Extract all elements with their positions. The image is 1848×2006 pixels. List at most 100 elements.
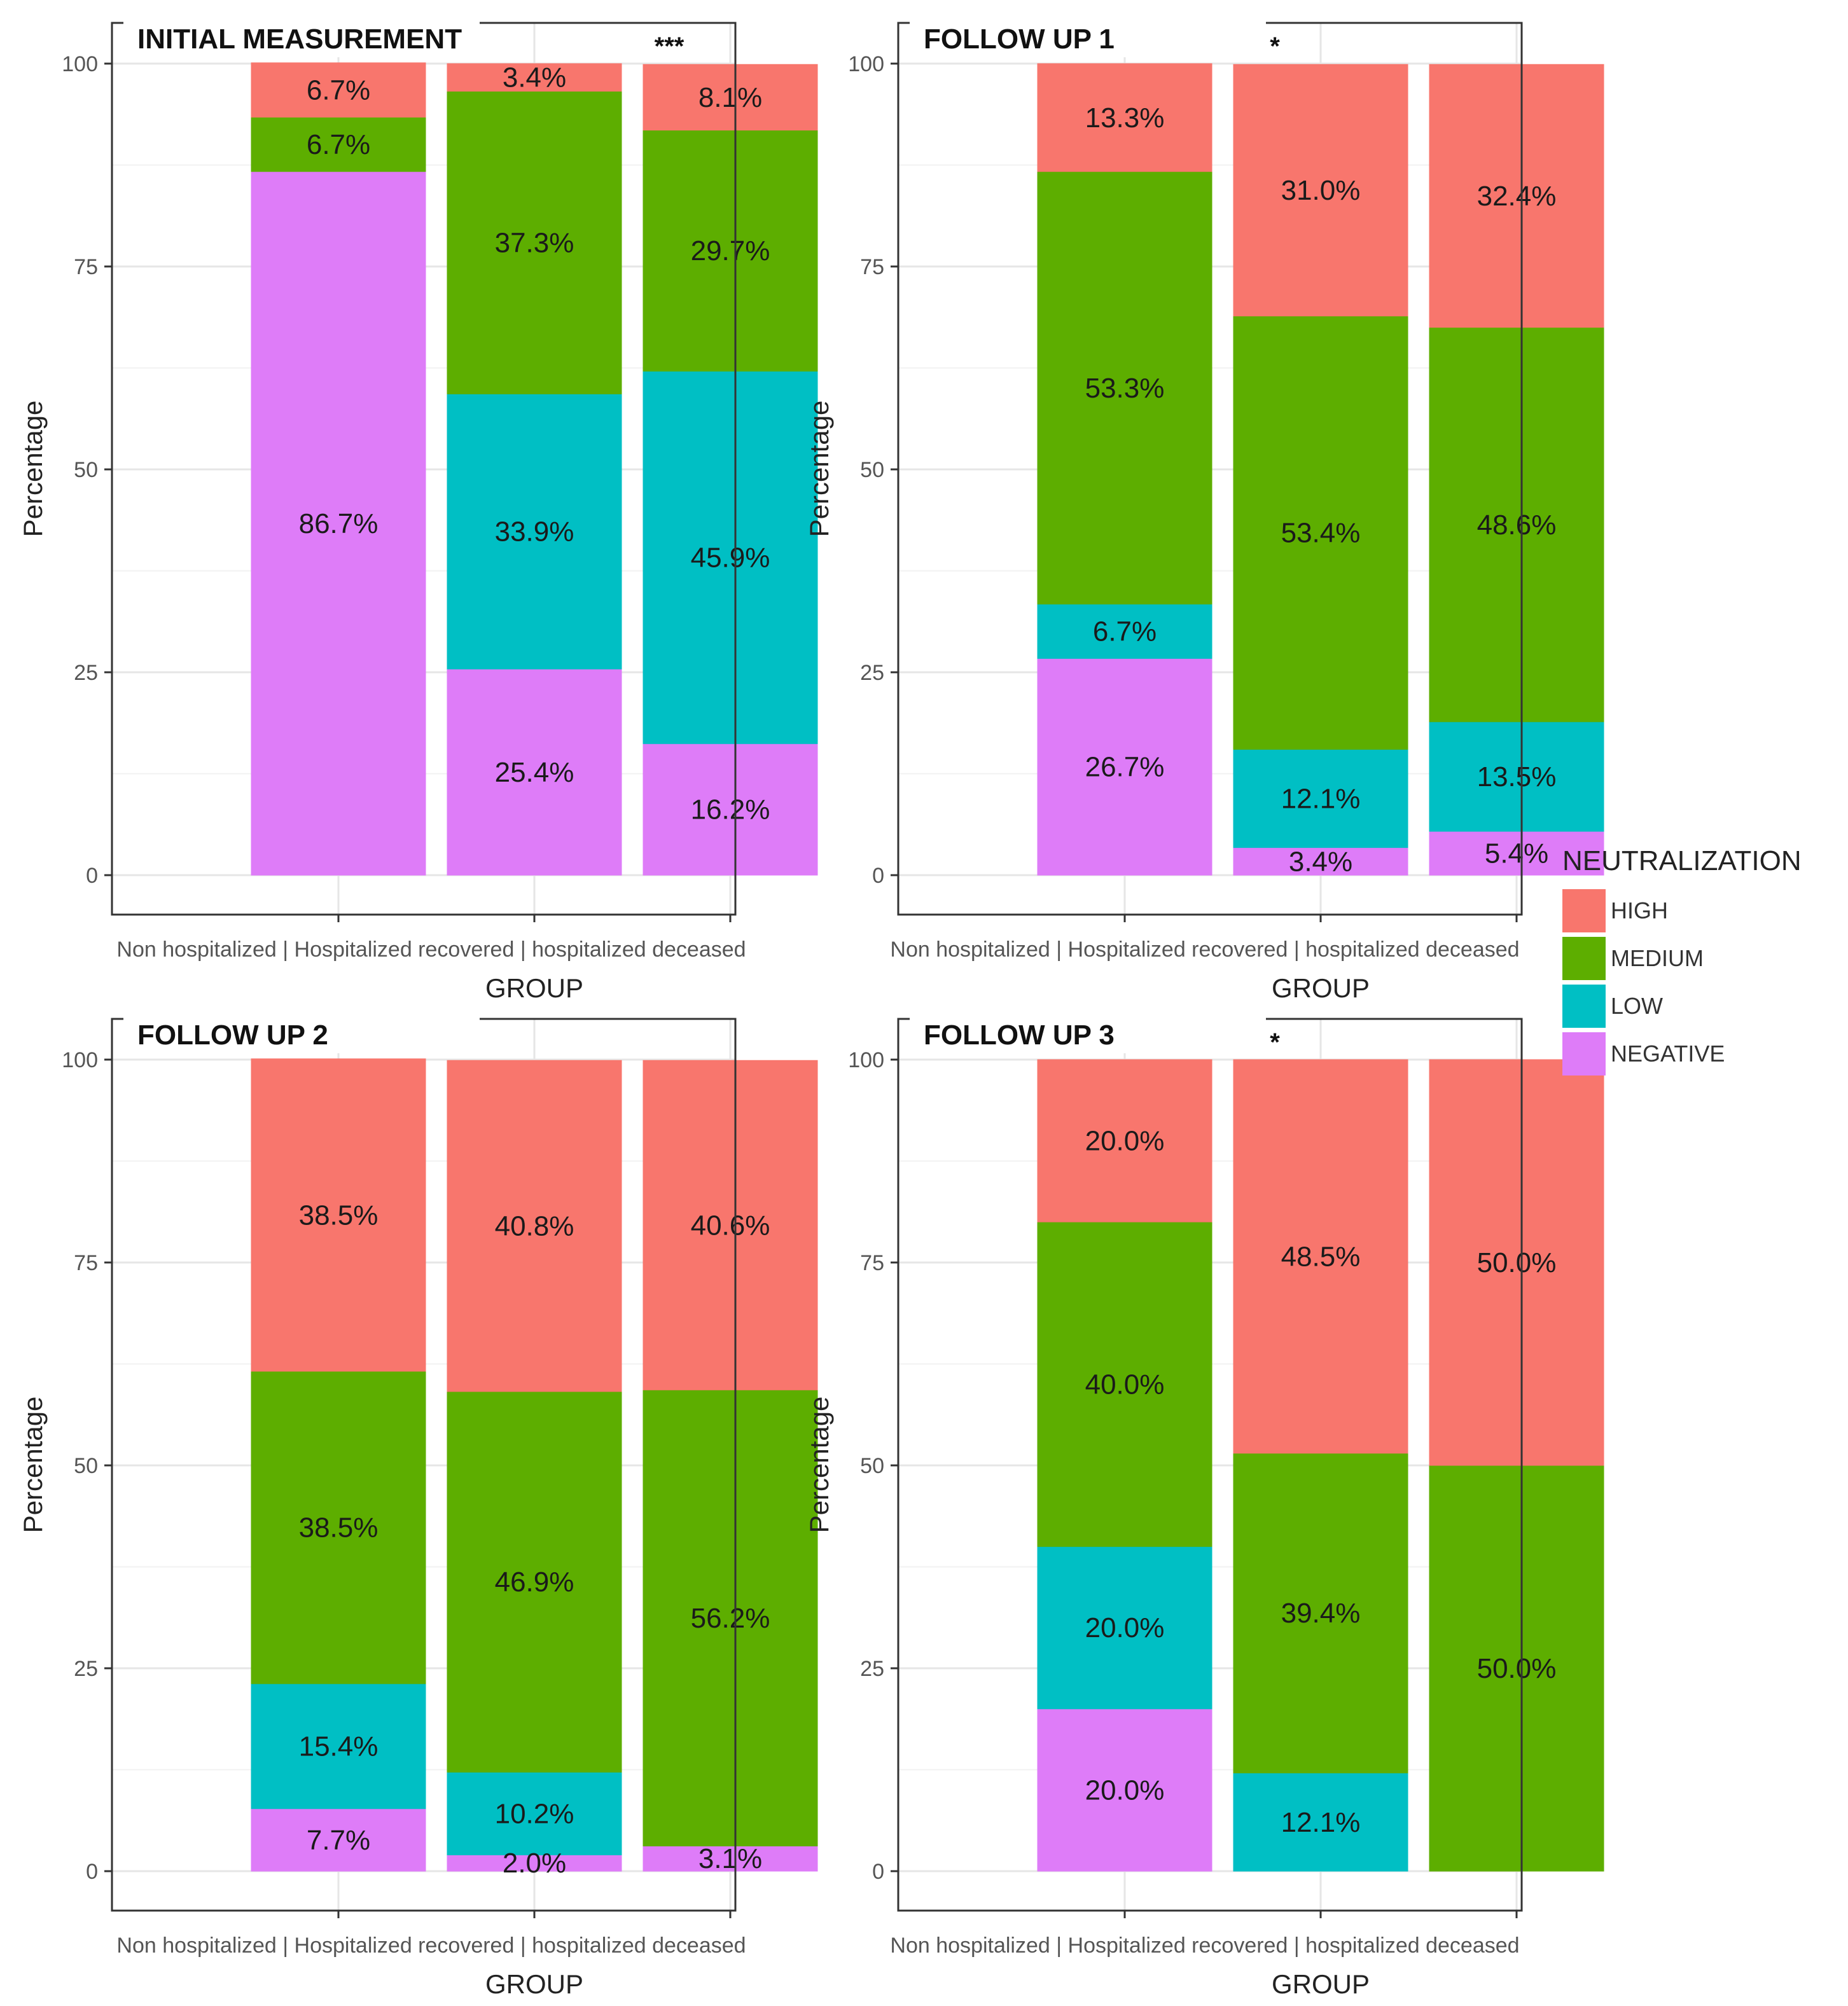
legend-label-high: HIGH (1611, 897, 1668, 923)
bar-label: 3.1% (698, 1843, 762, 1874)
bar-segment-high (1233, 64, 1408, 317)
bar-label: 13.3% (1085, 102, 1165, 134)
y-tick-label: 100 (62, 52, 98, 76)
title-backdrop (910, 22, 1266, 57)
x-axis-title: GROUP (1272, 973, 1370, 1003)
bar-label: 6.7% (307, 74, 370, 106)
bar-label: 10.2% (495, 1798, 574, 1829)
bar-segment-high (643, 1060, 818, 1390)
x-axis-title: GROUP (485, 973, 583, 1003)
x-axis: Non hospitalized | Hospitalized recovere… (116, 1911, 746, 1958)
y-tick-label: 0 (86, 1860, 98, 1884)
bar-segment-medium (1429, 327, 1604, 723)
bar-label: 46.9% (495, 1567, 574, 1598)
bar-segment-medium (447, 1391, 622, 1773)
legend-label-medium: MEDIUM (1611, 945, 1704, 971)
bar-segment-negative (643, 743, 818, 876)
bar-label: 31.0% (1281, 175, 1361, 206)
bar-label: 39.4% (1281, 1598, 1361, 1629)
bar-segment-medium (251, 116, 426, 172)
bar-label: 33.9% (495, 516, 574, 548)
bar-segment-negative (1233, 847, 1408, 876)
bar-segment-medium (1037, 171, 1212, 605)
bar-label: 26.7% (1085, 752, 1165, 783)
x-tick-separator: | (277, 937, 295, 962)
x-tick-labels: Non hospitalized | Hospitalized recovere… (116, 1933, 746, 1958)
x-tick-label: Non hospitalized (890, 1933, 1050, 1958)
significance-marker: *** (655, 32, 684, 60)
bar-label: 6.7% (1093, 616, 1157, 647)
bar-label: 16.2% (691, 794, 770, 826)
x-tick-label: Hospitalized recovered (295, 1933, 515, 1958)
title-backdrop (910, 1018, 1266, 1053)
legend-label-low: LOW (1611, 993, 1663, 1019)
bar-segment-high (447, 63, 622, 92)
bar-segment-medium (1037, 1221, 1212, 1547)
bar-segment-negative (251, 1808, 426, 1872)
bar-segment-medium (643, 1389, 818, 1846)
y-tick-label: 50 (74, 1454, 98, 1478)
panel-title: FOLLOW UP 3 (924, 1020, 1115, 1051)
y-tick-label: 50 (74, 458, 98, 482)
legend-title: NEUTRALIZATION (1562, 845, 1802, 876)
bar-segment-negative (1037, 658, 1212, 876)
y-tick-label: 75 (860, 255, 884, 279)
bar-label: 48.5% (1281, 1241, 1361, 1272)
bar-segment-negative (1037, 1708, 1212, 1872)
legend-swatch-negative (1562, 1032, 1606, 1076)
y-axis-title: Percentage (18, 1397, 48, 1533)
bar-label: 2.0% (503, 1848, 566, 1879)
y-tick-label: 25 (860, 661, 884, 685)
y-tick-label: 0 (86, 864, 98, 888)
x-tick-labels: Non hospitalized | Hospitalized recovere… (116, 937, 746, 962)
bar-segment-high (643, 64, 818, 131)
x-tick-separator: | (1288, 1933, 1305, 1958)
bar-label: 8.1% (698, 82, 762, 113)
bar-segment-low (251, 1683, 426, 1809)
bar-segment-medium (1233, 1453, 1408, 1774)
bar-label: 53.4% (1281, 518, 1361, 549)
x-tick-separator: | (277, 1933, 295, 1958)
x-tick-label: Hospitalized recovered (1068, 1933, 1288, 1958)
bar-segment-negative (447, 1854, 622, 1872)
bar-segment-negative (251, 171, 426, 876)
bar-label: 20.0% (1085, 1126, 1165, 1157)
x-axis-title: GROUP (1272, 1969, 1370, 1999)
bar-segment-medium (251, 1371, 426, 1684)
x-tick-separator: | (514, 1933, 532, 1958)
x-tick-label: Non hospitalized (116, 937, 276, 962)
bar-segment-low (1429, 721, 1604, 832)
y-tick-label: 75 (860, 1251, 884, 1275)
bar-segment-negative (447, 668, 622, 876)
bar-labels: 20.0% 20.0% 40.0% 20.0% 12.1% 39.4% 48.5% 50.0%… (1085, 1126, 1557, 1838)
bar-segment-low (1233, 1773, 1408, 1872)
bar-segment-high (251, 62, 426, 118)
panel-2: 26.7% 6.7% 53.3% 13.3% 3.4% 12.1% 53.4% 31.0% 5.… (804, 22, 1604, 1003)
x-tick-separator: | (1288, 937, 1305, 962)
x-tick-separator: | (1050, 1933, 1068, 1958)
bar-label: 40.8% (495, 1211, 574, 1242)
x-axis-title: GROUP (485, 1969, 583, 1999)
y-tick-label: 100 (848, 52, 884, 76)
significance-marker: * (1270, 1028, 1280, 1056)
bar-label: 53.3% (1085, 373, 1165, 404)
bar-segment-high (1233, 1059, 1408, 1454)
x-tick-label: Hospitalized recovered (295, 937, 515, 962)
bar-segment-medium (447, 90, 622, 394)
x-axis: Non hospitalized | Hospitalized recovere… (890, 915, 1520, 962)
x-axis: Non hospitalized | Hospitalized recovere… (116, 915, 746, 962)
bars (1037, 1059, 1604, 1872)
legend-swatch-low (1562, 985, 1606, 1028)
x-tick-label: hospitalized deceased (1305, 1933, 1519, 1958)
bar-segment-high (1037, 63, 1212, 172)
bar-label: 38.5% (299, 1200, 379, 1231)
x-tick-label: Non hospitalized (890, 937, 1050, 962)
bar-segment-low (1037, 604, 1212, 659)
y-tick-label: 0 (872, 864, 884, 888)
x-tick-label: Non hospitalized (116, 1933, 276, 1958)
y-axis: 0 25 50 75 100 (62, 1048, 112, 1884)
bar-label: 86.7% (299, 508, 379, 539)
y-axis-title: Percentage (804, 401, 834, 537)
bar-label: 38.5% (299, 1512, 379, 1544)
bar-labels: 86.7% 6.7% 6.7% 25.4% 33.9% 37.3% 3.4% 16.2% 45.… (299, 62, 770, 826)
